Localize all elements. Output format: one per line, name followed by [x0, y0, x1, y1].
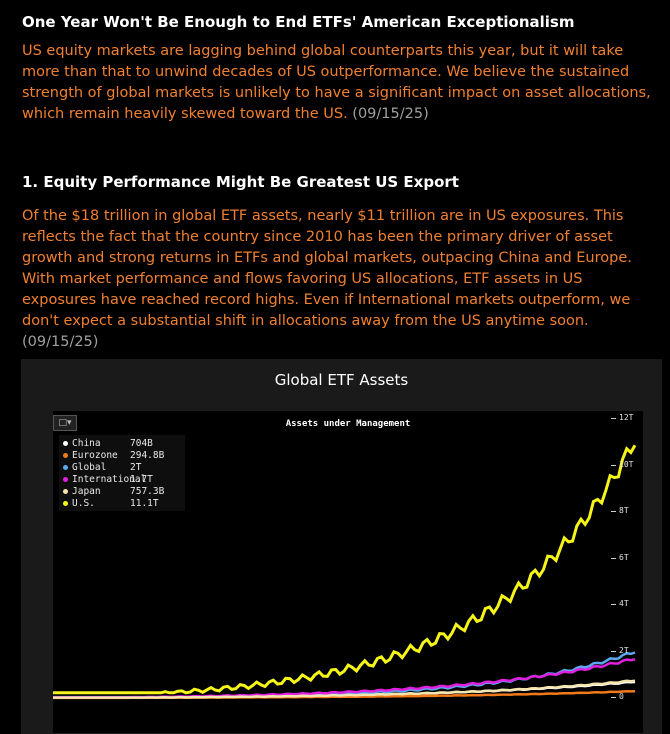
legend-value: 294.8B [130, 449, 165, 461]
y-tick-label: 2T [611, 645, 629, 655]
legend-item: International 1.7T [63, 473, 181, 485]
chart-svg [53, 444, 637, 700]
legend-name: Japan [72, 485, 101, 497]
legend-value: 757.3B [130, 485, 165, 497]
legend-name: Global [72, 461, 107, 473]
legend-name: China [72, 437, 101, 449]
y-tick-label: 10T [610, 459, 634, 469]
section-title: 1. Equity Performance Might Be Greatest … [22, 173, 459, 191]
legend-value: 11.1T [130, 497, 159, 509]
chart-panel-title: Global ETF Assets [274, 371, 409, 389]
legend-dot [63, 452, 68, 458]
legend-name: U.S. [72, 497, 95, 509]
article-intro: US equity markets are lagging behind glo… [22, 41, 658, 125]
legend-value: 1.7T [130, 473, 153, 485]
legend-name: International [72, 473, 147, 485]
legend-item: Global 2T [63, 461, 181, 473]
series-line-japan [53, 679, 636, 699]
plot-area: □▾ Assets under Management China 704B Euro… [53, 411, 643, 733]
legend-name: Eurozone [72, 449, 118, 461]
y-tick-label: 0 [611, 692, 624, 701]
chart-title: Assets under Management [285, 419, 411, 429]
legend-item: Eurozone 294.8B [63, 449, 181, 461]
y-tick-label: 6T [611, 552, 629, 562]
section-body: Of the $18 trillion in global ETF assets… [22, 206, 658, 353]
series-line-us [53, 444, 637, 695]
chart-panel: Global ETF Assets □▾ Assets under Manage… [21, 359, 662, 734]
legend-item: U.S. 11.1T [63, 497, 181, 509]
y-tick-label: 12T [610, 413, 634, 422]
legend-item: Japan 757.3B [63, 485, 181, 497]
legend-value: 704B [130, 437, 153, 449]
legend-value: 2T [130, 461, 142, 473]
y-axis: 0 2T 4T 6T 8T 10T 12T [610, 411, 661, 733]
chart-tool-icon[interactable]: □▾ [53, 415, 77, 431]
intro-text: US equity markets are lagging behind glo… [22, 43, 651, 122]
legend-item: China 704B [63, 437, 181, 449]
chart-legend: China 704B Eurozone 294.8B Global 2T Internati… [59, 435, 185, 511]
article-title: One Year Won't Be Enough to End ETFs' Am… [22, 13, 575, 31]
section-date: (09/15/25) [22, 334, 99, 350]
y-tick-label: 8T [611, 506, 629, 515]
legend-dot [63, 440, 68, 446]
legend-dot [63, 476, 68, 482]
legend-dot [63, 488, 68, 494]
y-tick-label: 4T [611, 599, 629, 608]
legend-dot [63, 464, 68, 470]
legend-dot [63, 500, 68, 506]
section-text: Of the $18 trillion in global ETF assets… [22, 208, 632, 329]
intro-date: (09/15/25) [352, 106, 429, 122]
